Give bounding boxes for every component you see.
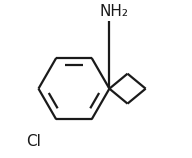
- Text: NH₂: NH₂: [100, 4, 129, 19]
- Text: Cl: Cl: [26, 134, 41, 149]
